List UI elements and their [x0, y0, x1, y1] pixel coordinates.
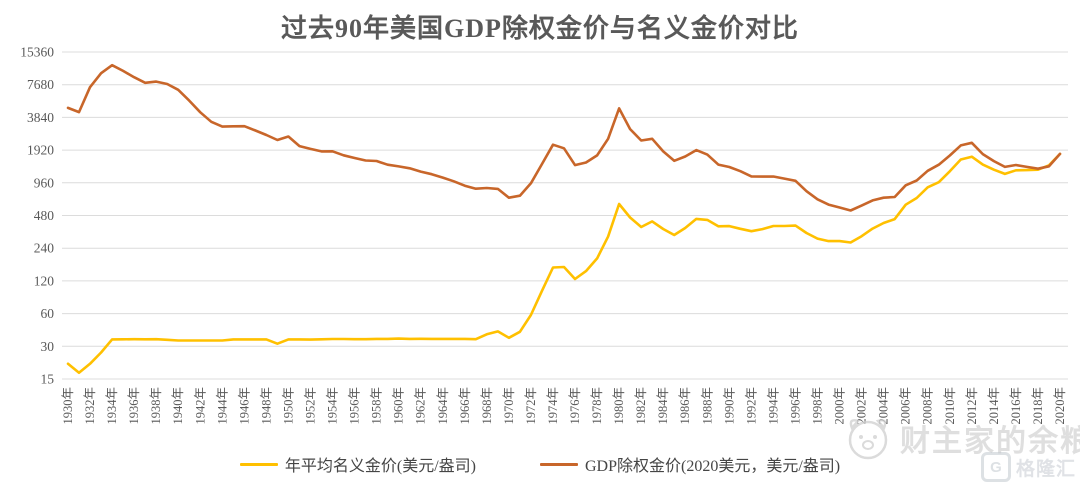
x-tick-label: 1936年 — [127, 387, 141, 425]
x-tick-label: 1988年 — [700, 387, 714, 425]
x-tick-label: 1982年 — [634, 387, 648, 425]
x-tick-label: 2020年 — [1053, 387, 1067, 425]
gelonghui-g-icon: G — [980, 452, 1011, 482]
x-tick-label: 2014年 — [987, 387, 1001, 425]
x-tick-label: 1966年 — [458, 387, 472, 425]
x-tick-label: 1958年 — [370, 387, 384, 425]
x-tick-label: 1948年 — [259, 387, 273, 425]
gdp-deflated-price-line — [66, 63, 1062, 212]
y-tick-label: 240 — [34, 241, 55, 256]
x-tick-label: 2000年 — [833, 387, 847, 425]
x-tick-label: 2012年 — [965, 387, 979, 425]
x-tick-label: 1944年 — [215, 387, 229, 425]
x-tick-label: 1994年 — [766, 387, 780, 425]
x-tick-label: 1952年 — [303, 387, 317, 425]
x-tick-label: 2016年 — [1009, 387, 1023, 425]
legend-label-nominal-price: 年平均名义金价(美元/盎司) — [284, 458, 476, 475]
y-tick-label: 3840 — [27, 110, 54, 125]
x-tick-label: 1932年 — [83, 387, 97, 425]
x-tick-label: 2010年 — [943, 387, 957, 425]
y-tick-label: 120 — [34, 273, 55, 288]
x-tick-label: 1986年 — [678, 387, 692, 425]
y-tick-label: 7680 — [27, 77, 54, 92]
x-tick-label: 1940年 — [171, 387, 185, 425]
x-tick-label: 2002年 — [855, 387, 869, 425]
x-tick-label: 1934年 — [105, 387, 119, 425]
x-tick-label: 1974年 — [546, 387, 560, 425]
x-tick-label: 1960年 — [392, 387, 406, 425]
x-tick-label: 2008年 — [921, 387, 935, 425]
x-tick-label: 1996年 — [788, 387, 802, 425]
x-tick-label: 1964年 — [436, 387, 450, 425]
x-tick-label: 1954年 — [326, 387, 340, 425]
x-tick-label: 1984年 — [656, 387, 670, 425]
y-tick-label: 15360 — [20, 45, 54, 60]
x-tick-label: 1970年 — [502, 387, 516, 425]
x-tick-label: 1990年 — [722, 387, 736, 425]
nominal-price-line — [66, 152, 1062, 375]
x-tick-label: 1962年 — [414, 387, 428, 425]
x-tick-label: 1942年 — [193, 387, 207, 425]
y-tick-label: 30 — [41, 339, 55, 354]
legend-item-nominal-price: 年平均名义金价(美元/盎司) — [239, 452, 476, 476]
y-tick-label: 15 — [41, 372, 55, 387]
x-tick-label: 1956年 — [348, 387, 362, 425]
chart-title: 过去90年美国GDP除权金价与名义金价对比 — [281, 14, 799, 43]
chart-legend: 年平均名义金价(美元/盎司) GDP除权金价(2020美元，美元/盎司) — [0, 452, 1080, 476]
y-tick-label: 60 — [41, 306, 55, 321]
x-tick-label: 2004年 — [877, 387, 891, 425]
x-tick-label: 1930年 — [61, 387, 75, 425]
x-tick-label: 1980年 — [612, 387, 626, 425]
legend-swatch-nominal-price — [239, 462, 278, 466]
x-tick-label: 1992年 — [744, 387, 758, 425]
legend-label-gdp-deflated-price: GDP除权金价(2020美元，美元/盎司) — [584, 458, 841, 475]
legend-swatch-gdp-deflated-price — [539, 462, 578, 466]
x-tick-label: 1938年 — [149, 387, 163, 425]
x-tick-label: 1978年 — [590, 387, 604, 425]
y-tick-label: 960 — [34, 175, 55, 190]
x-tick-label: 1946年 — [237, 387, 251, 425]
x-tick-label: 1950年 — [281, 387, 295, 425]
x-tick-label: 1972年 — [524, 387, 538, 425]
legend-item-gdp-deflated-price: GDP除权金价(2020美元，美元/盎司) — [539, 452, 841, 476]
x-tick-label: 2006年 — [899, 387, 913, 425]
y-tick-label: 1920 — [27, 143, 54, 158]
x-tick-label: 2018年 — [1031, 387, 1045, 425]
x-tick-label: 1998年 — [811, 387, 825, 425]
gelonghui-logo: G 格隆汇 — [980, 452, 1076, 482]
x-tick-label: 1968年 — [480, 387, 494, 425]
x-tick-label: 1976年 — [568, 387, 582, 425]
y-tick-label: 480 — [34, 208, 55, 223]
gelonghui-logo-text: 格隆汇 — [1015, 458, 1076, 480]
